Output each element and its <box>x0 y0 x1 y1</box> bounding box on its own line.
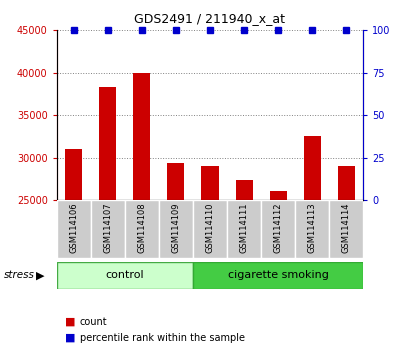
Text: GSM114113: GSM114113 <box>308 202 317 253</box>
Bar <box>236 181 252 354</box>
Text: GSM114108: GSM114108 <box>137 202 146 253</box>
Text: count: count <box>80 317 108 327</box>
Bar <box>193 200 227 258</box>
Text: ▶: ▶ <box>36 270 44 280</box>
Text: GDS2491 / 211940_x_at: GDS2491 / 211940_x_at <box>134 12 286 25</box>
Text: stress: stress <box>4 270 35 280</box>
Bar <box>57 262 193 289</box>
Bar <box>202 166 218 354</box>
Bar <box>168 164 184 354</box>
Text: GSM114107: GSM114107 <box>103 202 112 253</box>
Bar <box>295 200 329 258</box>
Text: ■: ■ <box>65 333 76 343</box>
Text: GSM114110: GSM114110 <box>205 202 215 253</box>
Text: control: control <box>105 270 144 280</box>
Bar <box>304 136 321 354</box>
Text: GSM114112: GSM114112 <box>274 202 283 253</box>
Text: percentile rank within the sample: percentile rank within the sample <box>80 333 245 343</box>
Bar <box>193 262 363 289</box>
Bar <box>134 73 150 354</box>
Text: GSM114111: GSM114111 <box>239 202 249 253</box>
Bar <box>65 149 82 354</box>
Text: GSM114114: GSM114114 <box>342 202 351 253</box>
Text: cigarette smoking: cigarette smoking <box>228 270 328 280</box>
Bar <box>261 200 295 258</box>
Text: GSM114109: GSM114109 <box>171 202 181 253</box>
Bar <box>159 200 193 258</box>
Bar <box>329 200 363 258</box>
Text: ■: ■ <box>65 317 76 327</box>
Bar <box>270 191 287 354</box>
Bar <box>57 200 91 258</box>
Bar <box>91 200 125 258</box>
Bar <box>125 200 159 258</box>
Text: GSM114106: GSM114106 <box>69 202 78 253</box>
Bar <box>227 200 261 258</box>
Bar <box>99 87 116 354</box>
Bar <box>338 166 355 354</box>
